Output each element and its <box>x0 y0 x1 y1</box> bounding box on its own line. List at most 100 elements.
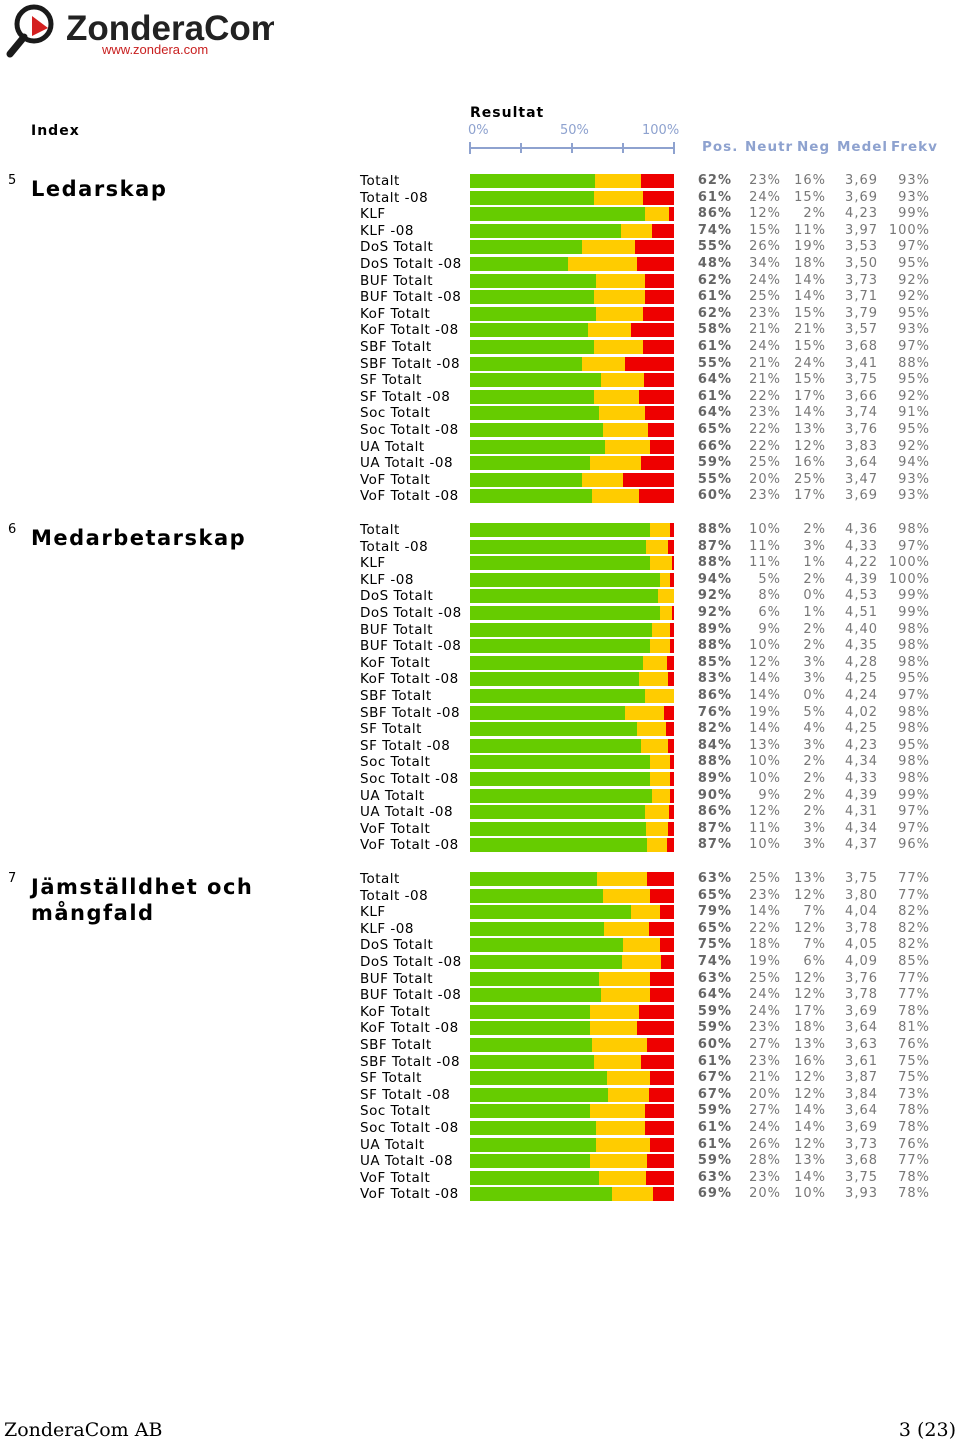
pos-value: 60% <box>697 1037 732 1052</box>
bar-segment-neutral <box>590 456 641 471</box>
bar-segment-neutral <box>599 971 650 986</box>
bar-segment-negative <box>644 373 674 388</box>
neutr-value: 25% <box>749 289 781 305</box>
frekv-value: 97% <box>898 339 930 354</box>
table-row: VoF Totalt 87% 11% 3% 4,34 97% <box>0 821 960 838</box>
stacked-bar <box>470 1054 674 1069</box>
bar-segment-positive <box>470 589 658 604</box>
neutr-value: 13% <box>749 737 781 753</box>
bar-segment-positive <box>470 772 650 786</box>
pos-value: 59% <box>697 1103 732 1119</box>
bar-segment-positive <box>470 1071 607 1086</box>
neg-value: 13% <box>794 1153 826 1169</box>
stacked-bar <box>470 406 674 421</box>
stacked-bar <box>470 905 674 920</box>
pos-value: 59% <box>697 455 732 471</box>
table-row: DoS Totalt 75% 18% 7% 4,05 82% <box>0 937 960 954</box>
bar-segment-negative <box>661 955 674 969</box>
medel-value: 3,53 <box>845 239 878 255</box>
neutr-value: 9% <box>758 787 781 803</box>
bar-segment-neutral <box>594 1054 641 1069</box>
medel-value: 3,68 <box>845 339 878 354</box>
pos-value: 64% <box>697 405 732 421</box>
frekv-value: 78% <box>898 1103 930 1119</box>
pos-value: 62% <box>697 305 732 321</box>
row-label: VoF Totalt <box>360 1169 431 1186</box>
neg-value: 18% <box>794 256 826 271</box>
row-label: Totalt -08 <box>360 538 429 555</box>
stacked-bar <box>470 489 674 504</box>
pos-value: 63% <box>697 970 732 986</box>
neg-value: 3% <box>803 837 826 853</box>
neg-value: 15% <box>794 372 826 388</box>
col-header-frekv: Frekv <box>891 139 938 155</box>
stacked-bar <box>470 1104 674 1119</box>
bar-segment-neutral <box>601 373 644 388</box>
pos-value: 75% <box>697 937 732 953</box>
frekv-value: 98% <box>898 704 930 720</box>
stacked-bar <box>470 174 674 188</box>
table-row: Soc Totalt 64% 23% 14% 3,74 91% <box>0 405 960 422</box>
pos-value: 84% <box>697 737 732 753</box>
bar-segment-neutral <box>645 805 669 820</box>
frekv-value: 81% <box>898 1020 930 1036</box>
medel-value: 3,68 <box>845 1153 878 1169</box>
stacked-bar <box>470 1154 674 1169</box>
table-row: BUF Totalt -08 88% 10% 2% 4,35 98% <box>0 638 960 655</box>
bar-segment-positive <box>470 174 595 188</box>
neutr-value: 14% <box>749 904 781 920</box>
bar-segment-positive <box>470 838 647 853</box>
medel-value: 3,73 <box>845 1136 878 1152</box>
bar-segment-positive <box>470 938 623 953</box>
pos-value: 65% <box>697 920 732 936</box>
bar-segment-neutral <box>660 606 672 620</box>
bar-segment-neutral <box>594 340 643 354</box>
row-label: Soc Totalt -08 <box>360 1120 459 1136</box>
table-row: VoF Totalt 55% 20% 25% 3,47 93% <box>0 472 960 489</box>
table-row: Totalt 63% 25% 13% 3,75 77% <box>0 871 960 888</box>
neg-value: 7% <box>803 937 826 953</box>
row-label: UA Totalt <box>360 438 425 455</box>
frekv-value: 88% <box>898 355 930 371</box>
neutr-value: 19% <box>749 954 781 969</box>
stacked-bar <box>470 772 674 786</box>
bar-segment-neutral <box>568 257 637 271</box>
bar-segment-negative <box>643 340 674 354</box>
stacked-bar <box>470 606 674 620</box>
bar-segment-positive <box>470 323 588 338</box>
bar-segment-neutral <box>650 523 670 537</box>
pos-value: 66% <box>697 438 732 454</box>
frekv-value: 99% <box>898 206 930 222</box>
pos-value: 69% <box>697 1186 732 1202</box>
bar-segment-neutral <box>590 1004 639 1019</box>
bar-segment-neutral <box>596 1121 645 1135</box>
bar-segment-negative <box>670 622 674 637</box>
bar-segment-negative <box>666 722 674 737</box>
bar-segment-negative <box>645 1121 674 1135</box>
row-label: SF Totalt <box>360 1070 422 1087</box>
frekv-value: 99% <box>898 605 930 620</box>
bar-segment-negative <box>650 1137 674 1152</box>
bar-segment-neutral <box>604 921 649 936</box>
medel-value: 3,97 <box>845 222 878 238</box>
bar-segment-negative <box>670 755 674 770</box>
frekv-value: 75% <box>898 1070 930 1086</box>
table-row: BUF Totalt 63% 25% 12% 3,76 77% <box>0 971 960 988</box>
table-row: KLF 88% 11% 1% 4,22 100% <box>0 555 960 572</box>
neg-value: 10% <box>794 1186 826 1202</box>
frekv-value: 78% <box>898 1003 930 1019</box>
row-label: UA Totalt -08 <box>360 455 454 472</box>
bar-segment-neutral <box>646 539 668 554</box>
bar-segment-negative <box>668 539 674 554</box>
bar-segment-positive <box>470 340 594 354</box>
bar-segment-negative <box>650 439 674 454</box>
frekv-value: 76% <box>898 1136 930 1152</box>
bar-segment-neutral <box>594 290 645 305</box>
medel-value: 3,64 <box>845 1103 878 1119</box>
bar-segment-negative <box>635 240 674 255</box>
table-row: BUF Totalt -08 61% 25% 14% 3,71 92% <box>0 289 960 306</box>
row-label: VoF Totalt <box>360 471 431 488</box>
neutr-value: 26% <box>749 1136 781 1152</box>
neg-value: 16% <box>794 1053 826 1069</box>
neutr-value: 20% <box>749 1086 781 1102</box>
